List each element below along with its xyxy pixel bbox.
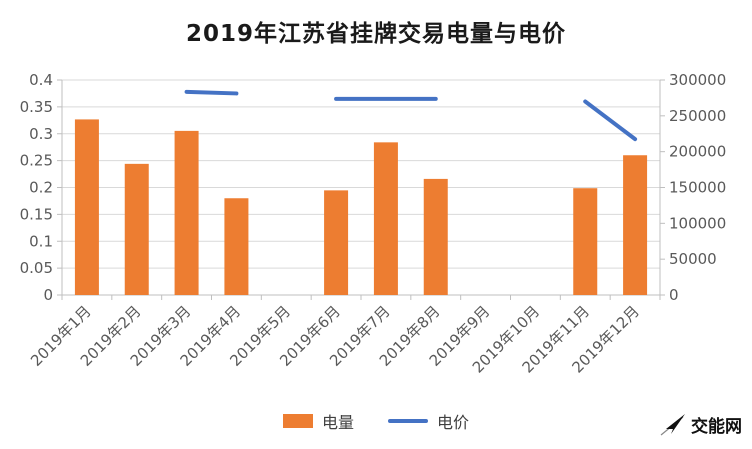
volume-bar xyxy=(423,178,448,295)
volume-bar xyxy=(623,155,648,295)
legend-item-price: 电价 xyxy=(388,409,469,433)
left-axis-label: 0.05 xyxy=(20,259,53,277)
right-axis-label: 300000 xyxy=(669,71,726,89)
legend-item-volume: 电量 xyxy=(282,409,354,433)
right-axis-label: 100000 xyxy=(669,214,726,232)
volume-bar xyxy=(174,130,199,295)
volume-legend-swatch xyxy=(282,414,313,428)
volume-bar xyxy=(373,142,398,295)
left-axis-label: 0.35 xyxy=(20,98,53,116)
left-axis-label: 0.15 xyxy=(20,205,53,223)
jiaoneng-logo-icon xyxy=(660,413,685,435)
right-axis-label: 0 xyxy=(669,286,679,304)
left-axis-label: 0.1 xyxy=(29,232,53,250)
volume-bar xyxy=(324,190,349,295)
chart-title: 2019年江苏省挂牌交易电量与电价 xyxy=(185,21,566,47)
right-axis-label: 150000 xyxy=(669,179,726,197)
chart-legend: 电量 电价 xyxy=(0,409,752,433)
left-axis-label: 0 xyxy=(43,286,53,304)
volume-legend-label: 电量 xyxy=(321,413,354,432)
price-line-segment xyxy=(184,89,239,96)
left-axis-label: 0.25 xyxy=(20,152,53,170)
watermark-text: 交能网 xyxy=(691,417,742,437)
right-axis-label: 250000 xyxy=(669,107,726,125)
combo-chart: 0 0.05 0.1 0.15 0.2 0.25 0.3 0.35 0.4 0 50000 10000… xyxy=(20,71,727,377)
watermark: 交能网 xyxy=(660,412,742,437)
right-axis-label: 200000 xyxy=(669,143,726,161)
left-axis-label: 0.2 xyxy=(29,179,53,197)
price-legend-label: 电价 xyxy=(437,413,470,432)
price-line-segment xyxy=(583,99,638,142)
price-legend-swatch xyxy=(388,419,428,423)
volume-bar xyxy=(224,198,249,295)
volume-bar xyxy=(74,119,99,296)
right-axis-label: 50000 xyxy=(669,250,717,268)
volume-bar xyxy=(124,163,149,295)
left-axis-label: 0.4 xyxy=(29,71,53,89)
left-axis-label: 0.3 xyxy=(29,125,53,143)
volume-bar xyxy=(573,188,598,295)
